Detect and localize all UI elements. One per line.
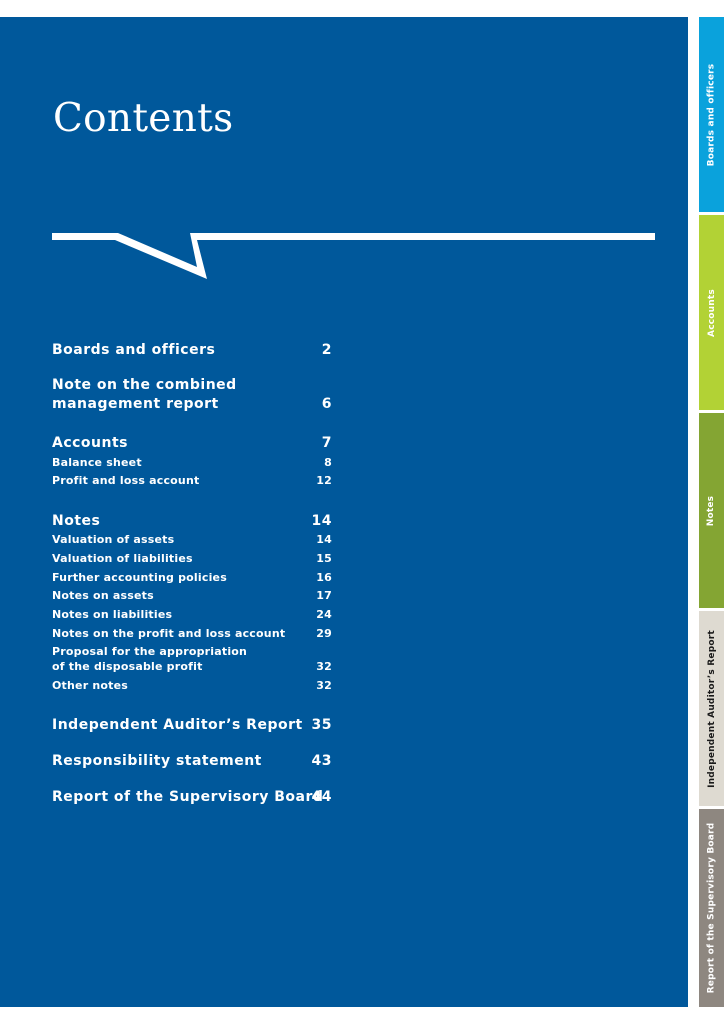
toc-entry-label: Responsibility statement <box>52 753 262 769</box>
page-title: Contents <box>53 96 234 141</box>
toc-entry-page: 32 <box>316 679 332 692</box>
toc-entry-label: Accounts <box>52 435 129 451</box>
toc-entry-page: 7 <box>321 435 332 451</box>
toc-entry-label: Profit and loss account <box>52 474 200 487</box>
toc-entry-label: Notes on assets <box>52 589 154 602</box>
tab-accounts[interactable]: Accounts <box>699 215 724 410</box>
tab-report-of-supervisory-board[interactable]: Report of the Supervisory Board <box>699 809 724 1007</box>
tab-label: Notes <box>706 495 717 526</box>
toc-entry-label: Notes on the profit and loss account <box>52 627 286 640</box>
toc-entry-label: Valuation of liabilities <box>52 552 193 565</box>
toc-entry-page: 15 <box>316 552 332 565</box>
toc-entry-page: 6 <box>321 396 332 412</box>
toc-entry-label: Notes on liabilities <box>52 608 173 621</box>
toc-entry-page: 32 <box>316 660 332 673</box>
toc-entry-label: Balance sheet <box>52 456 142 469</box>
tab-boards-and-officers[interactable]: Boards and officers <box>699 17 724 212</box>
toc-entry-page: 8 <box>324 456 332 469</box>
toc-entry-label: Report of the Supervisory Board <box>52 789 324 805</box>
toc-entry-page: 44 <box>311 789 332 805</box>
toc-entry-page: 16 <box>316 571 332 584</box>
toc-entry-label: Further accounting policies <box>52 571 227 584</box>
toc-entry-label: Valuation of assets <box>52 533 175 546</box>
tab-independent-auditors-report[interactable]: Independent Auditor’s Report <box>699 611 724 806</box>
toc-entry-label: Note on the combined <box>52 377 237 393</box>
tab-label: Boards and officers <box>706 63 717 166</box>
toc-entry-page: 17 <box>316 589 332 602</box>
tab-notes[interactable]: Notes <box>699 413 724 608</box>
toc-entry-page: 43 <box>311 753 332 769</box>
toc-entry-label: Boards and officers <box>52 342 216 358</box>
toc-entry-label: Independent Auditor’s Report <box>52 717 303 733</box>
toc-entry-page: 35 <box>311 717 332 733</box>
tab-label: Report of the Supervisory Board <box>706 822 717 994</box>
toc-entry-page: 12 <box>316 474 332 487</box>
toc-entry-label: of the disposable profit <box>52 660 203 673</box>
toc-entry-page: 29 <box>316 627 332 640</box>
toc-entry-page: 24 <box>316 608 332 621</box>
section-tabs: Boards and officers Accounts Notes Indep… <box>699 17 724 1007</box>
toc-entry-label: Notes <box>52 513 101 529</box>
toc-entry-label: Proposal for the appropriation <box>52 645 248 658</box>
toc-entry-page: 14 <box>311 513 332 529</box>
toc-entry-page: 14 <box>316 533 332 546</box>
tab-label: Independent Auditor’s Report <box>706 629 717 788</box>
toc-entry-label: Other notes <box>52 679 129 692</box>
toc-entry-label: management report <box>52 396 219 412</box>
tab-label: Accounts <box>706 288 717 337</box>
toc-entry-page: 2 <box>321 342 332 358</box>
content-panel <box>0 17 688 1007</box>
